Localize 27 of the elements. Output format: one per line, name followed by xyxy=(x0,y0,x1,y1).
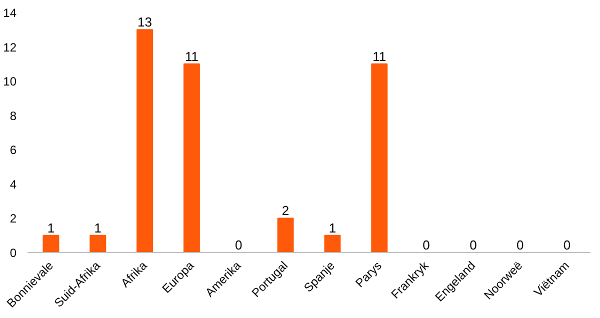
y-tick-label: 0 xyxy=(10,246,17,260)
y-tick-label: 10 xyxy=(3,74,17,89)
bar xyxy=(324,234,341,252)
y-tick-label: 6 xyxy=(10,143,17,158)
data-label: 0 xyxy=(563,238,571,252)
data-label: 1 xyxy=(94,220,102,236)
data-label: 11 xyxy=(372,48,386,64)
y-tick-label: 8 xyxy=(10,108,17,123)
y-tick-label: 2 xyxy=(10,212,17,226)
data-label: 1 xyxy=(47,220,55,236)
y-tick-label: 12 xyxy=(3,40,17,54)
bar xyxy=(277,218,294,252)
data-label: 0 xyxy=(516,238,524,252)
data-label: 0 xyxy=(235,238,242,252)
bar xyxy=(371,63,388,252)
bar xyxy=(136,29,154,252)
bar xyxy=(183,63,200,252)
data-label: 0 xyxy=(422,238,430,252)
y-tick-label: 14 xyxy=(3,6,17,20)
y-tick-label: 4 xyxy=(10,177,17,192)
data-label: 0 xyxy=(470,238,477,252)
data-label: 2 xyxy=(282,203,290,218)
data-label: 13 xyxy=(138,14,152,30)
data-label: 1 xyxy=(328,220,336,236)
data-label: 11 xyxy=(184,48,198,64)
bar xyxy=(90,234,106,252)
bar xyxy=(42,234,60,252)
